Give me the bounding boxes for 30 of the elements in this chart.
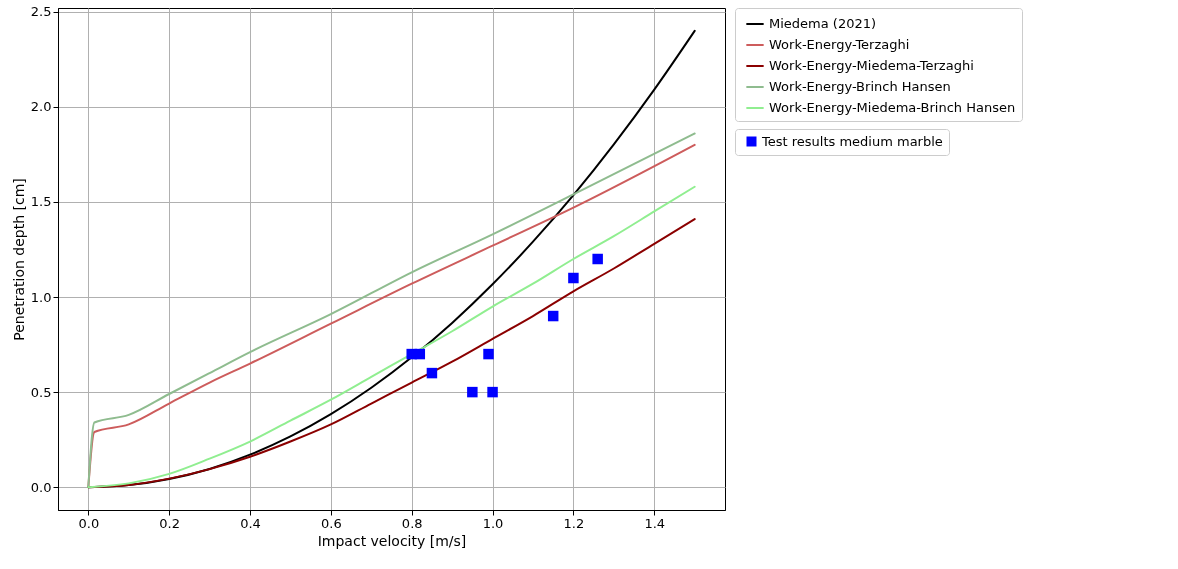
point (547, 310, 559, 322)
y-tick-label: 2.0 (30, 99, 52, 115)
point (483, 348, 494, 360)
point (487, 386, 498, 398)
x-tick-label: 0.6 (321, 515, 342, 531)
x-tick-label: 0.8 (401, 515, 423, 531)
y-tick-label: 0.0 (30, 479, 52, 495)
x-tick-label: 0.4 (240, 515, 261, 531)
legend-label: Work-Energy-Miedema-Terzaghi (769, 58, 974, 73)
y-tick-label: 1.5 (30, 194, 52, 210)
point (592, 253, 603, 265)
point (426, 367, 438, 379)
x-axis-title: Impact velocity [m/s] (317, 532, 467, 549)
legend-label: Miedema (2021) (769, 16, 877, 31)
x-tick-label: 1.0 (482, 515, 504, 531)
point (568, 272, 579, 284)
legend-label: Test results medium marble (761, 133, 943, 149)
point (414, 348, 426, 360)
x-tick-label: 1.4 (644, 515, 666, 531)
y-axis-title: Penetration depth [cm] (10, 178, 27, 341)
y-tick-label: 1.0 (30, 289, 52, 305)
x-tick-label: 0.2 (159, 515, 181, 531)
y-tick-label: 2.5 (30, 4, 52, 20)
point (467, 386, 478, 398)
x-tick-label: 1.2 (563, 515, 585, 531)
legend-label: Work-Energy-Miedema-Brinch Hansen (769, 100, 1016, 115)
legend-label: Work-Energy-Terzaghi (769, 37, 910, 52)
legend-label: Work-Energy-Brinch Hansen (769, 79, 951, 94)
y-tick-label: 0.5 (30, 384, 52, 400)
x-tick-label: 0.0 (78, 515, 100, 531)
